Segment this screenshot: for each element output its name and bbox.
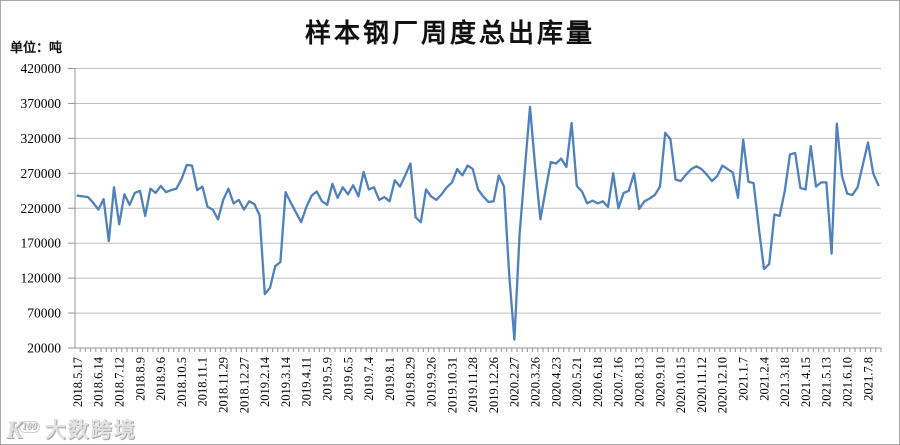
x-tick-label: 2018.6.14: [92, 356, 106, 407]
x-tick-label: 2018.7.12: [113, 357, 127, 407]
x-tick-label: 2019.12.26: [487, 357, 501, 413]
x-tick-label: 2021.3.18: [778, 357, 792, 407]
y-tick-label: 170000: [21, 236, 62, 251]
x-tick-label: 2018.11.1: [196, 357, 210, 407]
x-tick-label: 2020.5.21: [570, 357, 584, 407]
x-tick-label: 2018.8.9: [133, 357, 147, 401]
y-tick-label: 20000: [27, 341, 61, 356]
y-tick-label: 370000: [21, 96, 62, 111]
x-tick-label: 2019.10.31: [445, 357, 459, 413]
x-tick-label: 2019.8.1: [383, 357, 397, 401]
x-tick-label: 2020.7.16: [612, 357, 626, 407]
x-tick-label: 2021.1.7: [737, 357, 751, 401]
x-tick-label: 2020.6.18: [591, 357, 605, 407]
x-tick-label: 2020.4.23: [549, 357, 563, 407]
x-tick-label: 2019.7.4: [362, 356, 376, 401]
x-tick-label: 2019.8.29: [404, 357, 418, 407]
x-tick-label: 2021.4.15: [799, 357, 813, 407]
x-tick-label: 2018.11.29: [217, 357, 231, 413]
x-tick-label: 2021.6.10: [841, 357, 855, 407]
x-tick-label: 2021.5.13: [820, 357, 834, 407]
chart-title: 样本钢厂周度总出库量: [304, 19, 595, 48]
x-tick-label: 2020.9.10: [653, 357, 667, 407]
x-tick-label: 2019.11.28: [466, 357, 480, 413]
x-tick-label: 2020.10.15: [674, 357, 688, 413]
y-tick-label: 420000: [21, 61, 62, 76]
y-tick-label: 120000: [21, 271, 62, 286]
x-tick-label: 2020.3.26: [529, 357, 543, 407]
x-tick-label: 2019.9.26: [425, 357, 439, 407]
x-tick-label: 2018.12.27: [237, 357, 251, 413]
x-tick-label: 2019.2.14: [258, 356, 272, 407]
x-tick-label: 2019.6.5: [341, 357, 355, 401]
x-tick-label: 2021.2.4: [757, 356, 771, 401]
x-tick-label: 2019.5.9: [321, 357, 335, 401]
y-tick-label: 320000: [21, 131, 62, 146]
x-tick-label: 2018.10.5: [175, 357, 189, 407]
x-tick-label: 2018.5.17: [71, 357, 85, 407]
data-series-line: [76, 105, 880, 341]
y-tick-label: 270000: [21, 166, 62, 181]
x-tick-label: 2021.7.8: [861, 357, 875, 401]
y-tick-label: 220000: [21, 201, 62, 216]
x-tick-label: 2020.12.10: [716, 357, 730, 413]
x-tick-label: 2019.4.11: [300, 357, 314, 407]
x-tick-label: 2019.3.14: [279, 356, 293, 407]
x-tick-label: 2018.9.6: [154, 357, 168, 401]
x-tick-label: 2020.2.27: [508, 357, 522, 407]
x-tick-label: 2020.11.12: [695, 357, 709, 413]
y-axis-unit-label: 单位：吨: [10, 40, 63, 55]
y-tick-label: 70000: [27, 306, 61, 321]
x-tick-label: 2020.8.13: [633, 357, 647, 407]
